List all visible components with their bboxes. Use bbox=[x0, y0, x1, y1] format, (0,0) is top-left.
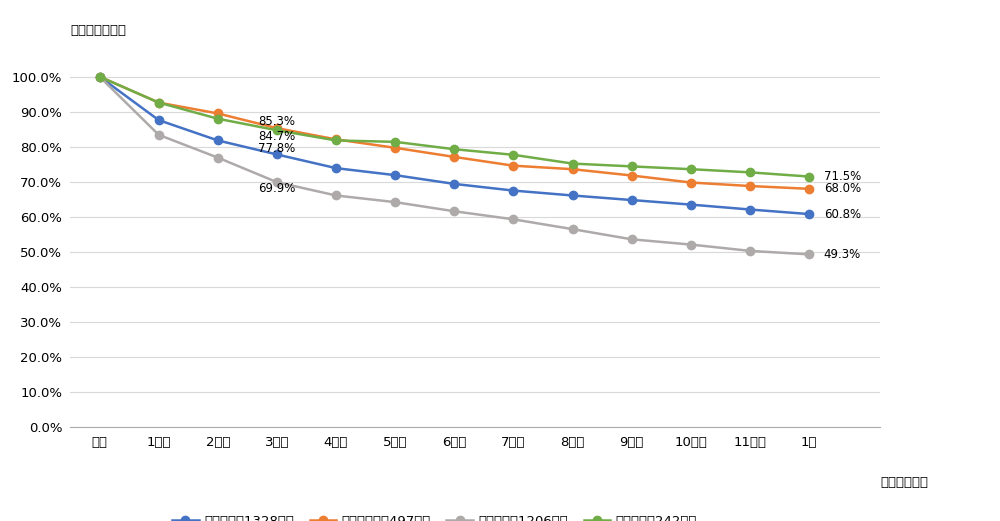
Text: 69.9%: 69.9% bbox=[258, 182, 296, 195]
Text: （経過期間）: （経過期間） bbox=[880, 476, 928, 489]
Text: 77.8%: 77.8% bbox=[258, 142, 296, 155]
Text: 84.7%: 84.7% bbox=[258, 130, 296, 143]
Text: 68.0%: 68.0% bbox=[824, 182, 861, 195]
Text: 85.3%: 85.3% bbox=[258, 115, 295, 128]
Text: 71.5%: 71.5% bbox=[824, 170, 861, 183]
Text: 60.8%: 60.8% bbox=[824, 207, 861, 220]
Legend: 身体障害（1328人）, 知的障害　（497人）, 精神障害（1206人）, 発達障害（242人）: 身体障害（1328人）, 知的障害 （497人）, 精神障害（1206人）, 発… bbox=[167, 510, 702, 521]
Text: （職場定着率）: （職場定着率） bbox=[70, 24, 126, 37]
Text: 49.3%: 49.3% bbox=[824, 248, 861, 261]
